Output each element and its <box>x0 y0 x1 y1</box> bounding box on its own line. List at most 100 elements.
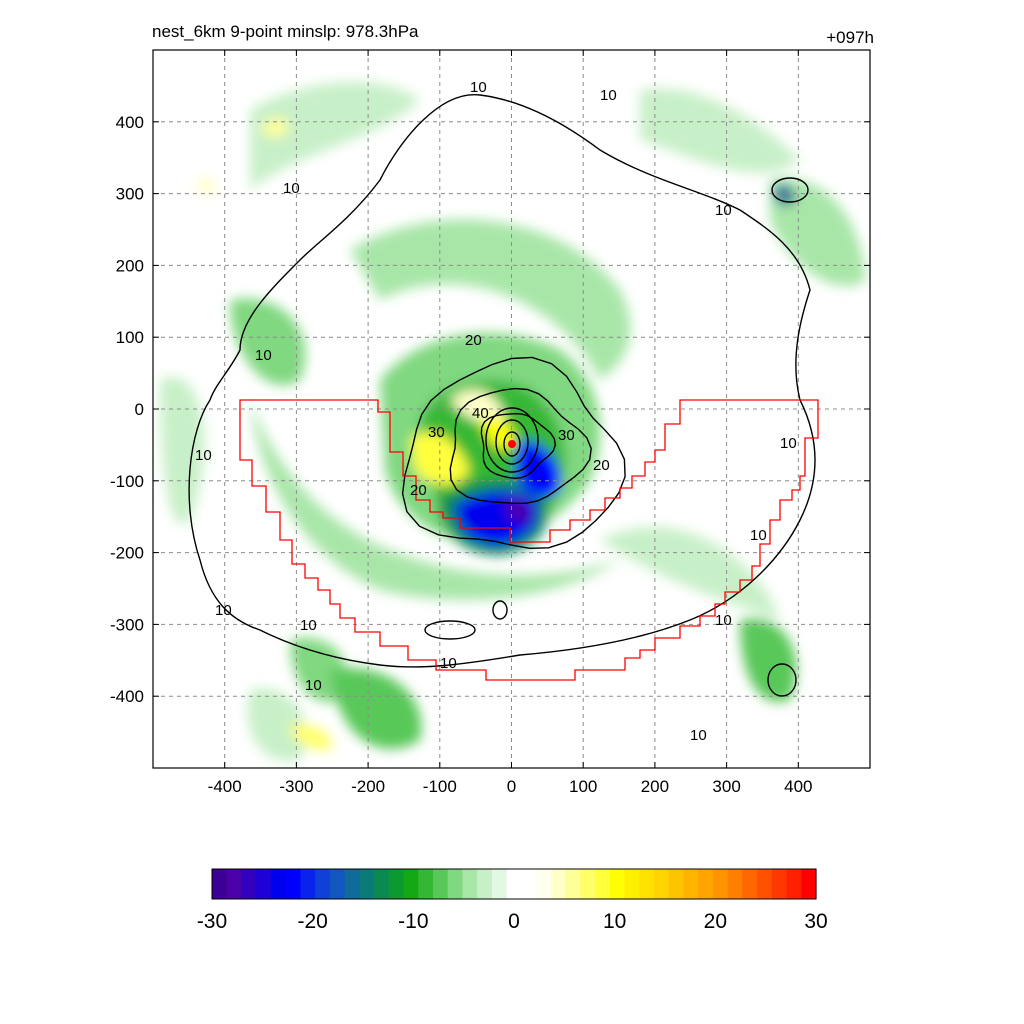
colorbar-swatch <box>462 869 478 899</box>
inner-domain-boundary <box>239 399 819 681</box>
colorbar-swatch <box>801 869 817 899</box>
y-tick-label: 0 <box>135 400 144 419</box>
colorbar-swatch <box>698 869 714 899</box>
contour-label-20: 20 <box>410 482 427 499</box>
contour-small-1 <box>424 620 476 640</box>
y-tick-label: 200 <box>116 256 144 275</box>
colorbar-swatch <box>388 869 405 899</box>
y-tick-label: -200 <box>110 544 144 563</box>
colorbar-tick-label: 10 <box>603 910 626 933</box>
x-tick-label: -100 <box>423 777 457 796</box>
contour-label-10: 10 <box>470 79 487 96</box>
x-tick-label: 400 <box>784 777 812 796</box>
contour-label-30: 30 <box>428 424 445 441</box>
contour-small-4 <box>492 600 508 620</box>
contour-20 <box>401 356 626 550</box>
contour-label-10: 10 <box>750 527 767 544</box>
contour-label-10: 10 <box>715 612 732 629</box>
contour-10-outer <box>188 94 816 668</box>
forecast-hour-label: +097h <box>826 28 874 47</box>
x-tick-label: -300 <box>279 777 313 796</box>
colorbar-tick-label: 20 <box>704 910 727 933</box>
colorbar-swatch <box>712 869 729 899</box>
contour-eye-1 <box>485 407 539 473</box>
x-tick-label: -400 <box>208 777 242 796</box>
colorbar-swatch <box>683 869 699 899</box>
colorbar-tick-label: -10 <box>398 910 428 933</box>
x-tick-label: 100 <box>569 777 597 796</box>
contour-label-group: 10 10 10 10 10 10 10 10 10 10 10 10 10 1… <box>195 79 797 744</box>
colorbar-swatch <box>742 869 758 899</box>
colorbar-swatch <box>344 869 360 899</box>
contour-label-10: 10 <box>283 180 300 197</box>
colorbar-swatch <box>565 869 581 899</box>
colorbar-swatch <box>418 869 434 899</box>
colorbar-swatch <box>432 869 449 899</box>
colorbar-swatch <box>447 869 464 899</box>
x-tick-label: -200 <box>351 777 385 796</box>
colorbar-swatch <box>477 869 493 899</box>
colorbar-swatch <box>270 869 287 899</box>
contour-label-20: 20 <box>465 332 482 349</box>
contour-label-10: 10 <box>195 447 212 464</box>
colorbar-swatch <box>580 869 596 899</box>
contour-label-40: 40 <box>472 405 489 422</box>
colorbar-swatch <box>521 869 537 899</box>
colorbar-swatch <box>639 869 655 899</box>
colorbar-swatch <box>757 869 773 899</box>
contour-small-3 <box>767 663 797 697</box>
contour-label-10: 10 <box>305 677 322 694</box>
y-tick-label: -100 <box>110 472 144 491</box>
contour-label-10: 10 <box>715 202 732 219</box>
shaded-field <box>160 81 866 762</box>
contour-label-10: 10 <box>215 602 232 619</box>
colorbar-swatch <box>550 869 567 899</box>
colorbar-swatch <box>491 869 508 899</box>
contour-small-2 <box>771 177 809 203</box>
contour-40 <box>480 412 557 480</box>
colorbar-tick-label: 30 <box>804 910 827 933</box>
contour-label-10: 10 <box>300 617 317 634</box>
colorbar-swatch <box>668 869 685 899</box>
contour-label-10: 10 <box>690 727 707 744</box>
y-tick-label: 300 <box>116 185 144 204</box>
colorbar-swatch <box>624 869 640 899</box>
colorbar-swatch <box>374 869 390 899</box>
colorbar-swatch <box>359 869 375 899</box>
contour-label-10: 10 <box>780 435 797 452</box>
contour-label-10: 10 <box>440 655 457 672</box>
colorbar-swatch <box>786 869 802 899</box>
axis-ticks: -400 -300 -200 -100 0 100 200 300 40040030020010… <box>110 50 870 796</box>
colorbar-swatch <box>403 869 419 899</box>
colorbar-swatch <box>771 869 788 899</box>
colorbar-swatch <box>595 869 611 899</box>
y-tick-label: 400 <box>116 113 144 132</box>
contour-label-10: 10 <box>255 347 272 364</box>
colorbar-swatch <box>241 869 257 899</box>
x-tick-label: 0 <box>507 777 516 796</box>
colorbar-swatch <box>609 869 626 899</box>
colorbar: -30 -20 -10 0 10 20 30 <box>197 868 828 933</box>
contour-label-20: 20 <box>593 457 610 474</box>
colorbar-swatch <box>315 869 331 899</box>
contour-label-10: 10 <box>600 87 617 104</box>
y-tick-label: -400 <box>110 687 144 706</box>
colorbar-tick-label: 0 <box>508 910 520 933</box>
colorbar-swatch <box>653 869 670 899</box>
contour-eye-2 <box>495 419 529 465</box>
storm-center-marker <box>508 440 516 448</box>
colorbar-tick-label: -20 <box>297 910 327 933</box>
colorbar-swatch <box>212 869 228 899</box>
colorbar-swatch <box>285 869 301 899</box>
contour-30 <box>449 387 592 505</box>
colorbar-swatch <box>329 869 346 899</box>
colorbar-frame <box>211 868 817 900</box>
y-tick-label: -300 <box>110 615 144 634</box>
colorbar-swatch <box>506 869 522 899</box>
contour-eye-3 <box>503 431 521 457</box>
colorbar-swatch <box>256 869 272 899</box>
x-tick-label: 200 <box>641 777 669 796</box>
colorbar-swatch <box>226 869 243 899</box>
colorbar-swatch <box>300 869 316 899</box>
